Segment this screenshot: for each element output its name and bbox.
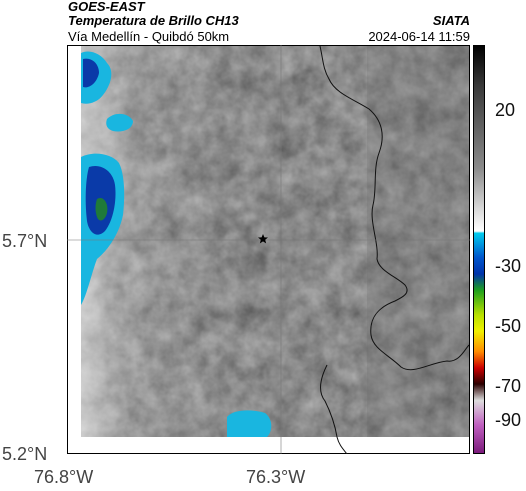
product-title: GOES-EAST [68, 0, 145, 14]
colorbar-tick-minus90: -90 [495, 410, 522, 430]
temperature-colorbar [473, 45, 485, 454]
product-subtitle: Temperatura de Brillo CH13 [68, 13, 239, 28]
longitude-label-west: 76.8°W [34, 467, 94, 487]
colorbar-tick-minus50: -50 [495, 316, 522, 336]
satellite-map [67, 45, 470, 454]
colorbar-tick-20: 20 [495, 100, 516, 120]
colorbar-gradient [473, 45, 485, 454]
colorbar-tick-minus30: -30 [495, 256, 522, 276]
colorbar-tick-minus70: -70 [495, 376, 522, 396]
route-label: Vía Medellín - Quibdó 50km [68, 29, 230, 44]
timestamp-label: 2024-06-14 11:59 [368, 29, 470, 44]
longitude-label-east: 76.3°W [246, 467, 306, 487]
imagery-east-shade [367, 46, 469, 437]
cloud-cells [81, 51, 272, 437]
star-icon [258, 234, 268, 244]
boundary-line-south [320, 364, 348, 454]
cloud-cell-small [106, 113, 133, 132]
cloud-core-northwest [83, 58, 99, 88]
cloud-cell-south [227, 410, 272, 437]
cloud-core-west-green [95, 197, 108, 221]
coastline-boundaries [319, 45, 470, 454]
latitude-label-south: 5.2°N [2, 444, 48, 464]
boundary-line-north [319, 45, 470, 371]
organization-label: SIATA [432, 13, 470, 28]
gridlines [67, 45, 470, 454]
latitude-label-north: 5.7°N [2, 231, 48, 251]
